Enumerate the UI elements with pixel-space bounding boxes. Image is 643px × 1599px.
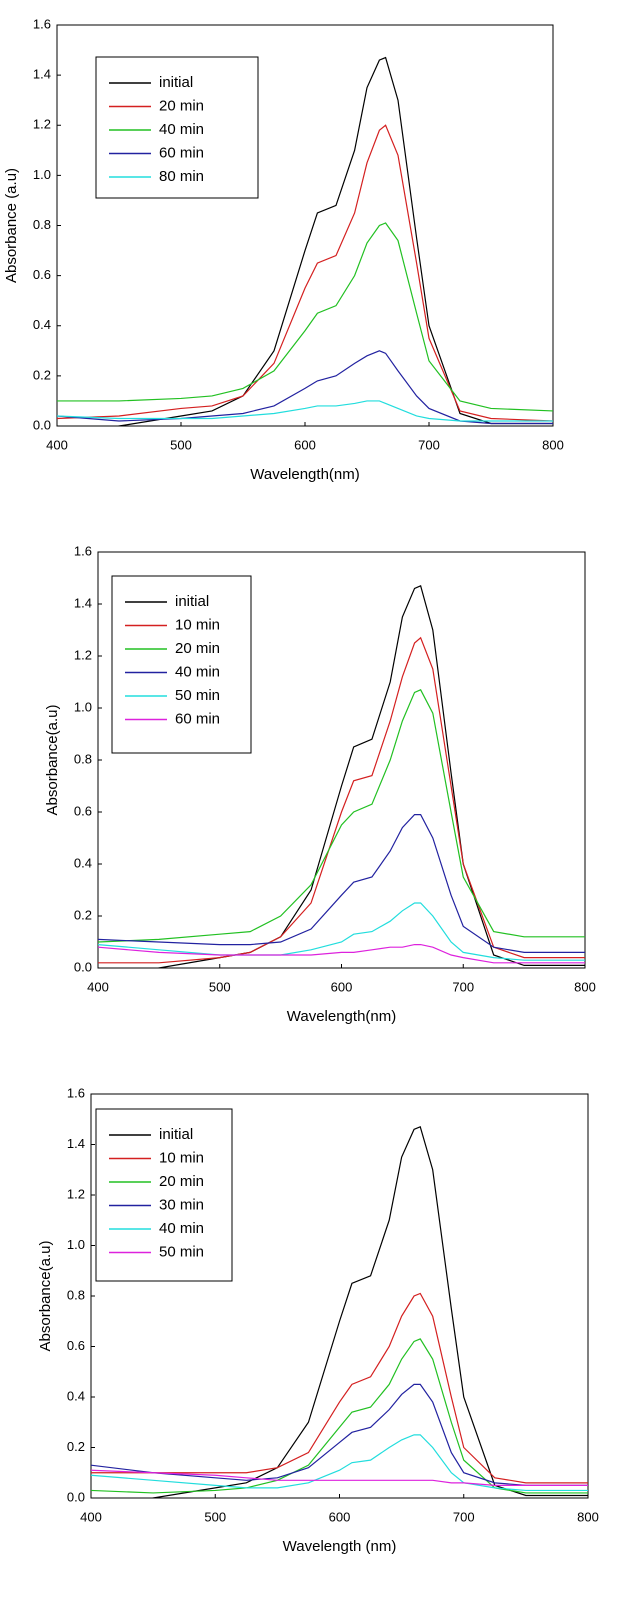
series-line bbox=[98, 944, 585, 964]
legend: initial 20 min 40 min 60 min 80 min bbox=[95, 56, 259, 199]
y-tick-label: 1.4 bbox=[33, 67, 51, 82]
series-line bbox=[98, 814, 585, 953]
y-tick-label: 1.4 bbox=[67, 1136, 85, 1151]
series-line bbox=[91, 1469, 588, 1486]
legend-label: initial bbox=[175, 593, 209, 610]
chart: 0.0 0.2 0.4 0.6 0.8 1.0 1.2 1.4 1.6 400 500 600 700 8… bbox=[44, 543, 596, 1025]
x-tick-label: 500 bbox=[204, 1509, 226, 1524]
y-tick-label: 0.8 bbox=[33, 217, 51, 232]
x-tick-label: 600 bbox=[294, 437, 316, 452]
legend: initial 10 min 20 min 30 min 40 min 50 min bbox=[95, 1108, 233, 1282]
legend-label: 40 min bbox=[159, 1220, 204, 1237]
x-tick-label: 500 bbox=[209, 979, 231, 994]
y-tick-label: 1.2 bbox=[74, 647, 92, 662]
series-line bbox=[98, 636, 585, 964]
y-tick-label: 0.8 bbox=[67, 1287, 85, 1302]
y-tick-label: 1.0 bbox=[67, 1237, 85, 1252]
y-tick-label: 0.0 bbox=[67, 1489, 85, 1504]
y-tick-label: 0.4 bbox=[74, 855, 92, 870]
y-tick-label: 0.8 bbox=[74, 751, 92, 766]
y-tick-label: 0.2 bbox=[33, 367, 51, 382]
chart: 0.0 0.2 0.4 0.6 0.8 1.0 1.2 1.4 1.6 400 500 600 700 8… bbox=[37, 1085, 599, 1555]
x-tick-label: 700 bbox=[418, 437, 440, 452]
series-line bbox=[57, 350, 553, 425]
chart: 0.0 0.2 0.4 0.6 0.8 1.0 1.2 1.4 1.6 400 500 600 700 8… bbox=[3, 16, 564, 483]
x-tick-label: 800 bbox=[577, 1509, 599, 1524]
y-tick-label: 1.2 bbox=[67, 1186, 85, 1201]
series-line bbox=[57, 400, 553, 422]
y-tick-label: 0.6 bbox=[74, 803, 92, 818]
legend-label: initial bbox=[159, 74, 193, 91]
x-tick-label: 600 bbox=[331, 979, 353, 994]
x-axis-label: Wavelength (nm) bbox=[283, 1538, 397, 1555]
y-tick-label: 0.2 bbox=[67, 1439, 85, 1454]
y-tick-label: 0.4 bbox=[33, 317, 51, 332]
series-line bbox=[115, 56, 553, 426]
x-tick-label: 800 bbox=[542, 437, 564, 452]
x-tick-label: 400 bbox=[46, 437, 68, 452]
y-tick-label: 1.6 bbox=[74, 543, 92, 558]
series-line bbox=[91, 1292, 588, 1484]
y-tick-label: 0.6 bbox=[33, 267, 51, 282]
legend-label: 20 min bbox=[159, 97, 204, 114]
x-tick-label: 400 bbox=[87, 979, 109, 994]
legend-label: 80 min bbox=[159, 168, 204, 185]
y-tick-label: 1.6 bbox=[67, 1085, 85, 1100]
x-tick-label: 700 bbox=[452, 979, 474, 994]
x-tick-label: 600 bbox=[329, 1509, 351, 1524]
y-axis-label: Absorbance(a.u) bbox=[37, 1241, 54, 1352]
legend: initial 10 min 20 min 40 min 50 min 60 min bbox=[111, 575, 252, 754]
x-tick-label: 500 bbox=[170, 437, 192, 452]
legend-label: 50 min bbox=[159, 1243, 204, 1260]
legend-label: 50 min bbox=[175, 687, 220, 704]
legend-frame bbox=[95, 56, 259, 199]
series-line bbox=[98, 689, 585, 943]
x-tick-label: 700 bbox=[453, 1509, 475, 1524]
y-tick-label: 0.0 bbox=[74, 959, 92, 974]
series-line bbox=[149, 1126, 588, 1498]
legend-label: 60 min bbox=[159, 144, 204, 161]
series-line bbox=[57, 222, 553, 412]
legend-label: 20 min bbox=[175, 640, 220, 657]
legend-label: 10 min bbox=[159, 1149, 204, 1166]
x-tick-label: 800 bbox=[574, 979, 596, 994]
x-axis-label: Wavelength(nm) bbox=[287, 1008, 396, 1025]
y-axis-label: Absorbance (a.u) bbox=[3, 168, 20, 283]
y-tick-label: 1.4 bbox=[74, 595, 92, 610]
y-tick-label: 1.0 bbox=[33, 167, 51, 182]
y-tick-label: 0.0 bbox=[33, 417, 51, 432]
legend-label: 20 min bbox=[159, 1173, 204, 1190]
y-tick-label: 1.6 bbox=[33, 16, 51, 31]
x-tick-label: 400 bbox=[80, 1509, 102, 1524]
y-tick-label: 0.6 bbox=[67, 1338, 85, 1353]
legend-label: 40 min bbox=[159, 121, 204, 138]
legend-label: initial bbox=[159, 1126, 193, 1143]
y-tick-label: 1.0 bbox=[74, 699, 92, 714]
legend-label: 60 min bbox=[175, 710, 220, 727]
x-axis-label: Wavelength(nm) bbox=[250, 466, 359, 483]
legend-label: 40 min bbox=[175, 663, 220, 680]
y-axis-label: Absorbance(a.u) bbox=[44, 705, 61, 816]
y-tick-label: 0.2 bbox=[74, 907, 92, 922]
series-line bbox=[57, 124, 553, 422]
series-line bbox=[98, 902, 585, 961]
series-line bbox=[91, 1383, 588, 1486]
legend-label: 30 min bbox=[159, 1196, 204, 1213]
legend-frame bbox=[111, 575, 252, 754]
legend-label: 10 min bbox=[175, 616, 220, 633]
y-tick-label: 0.4 bbox=[67, 1388, 85, 1403]
y-tick-label: 1.2 bbox=[33, 117, 51, 132]
